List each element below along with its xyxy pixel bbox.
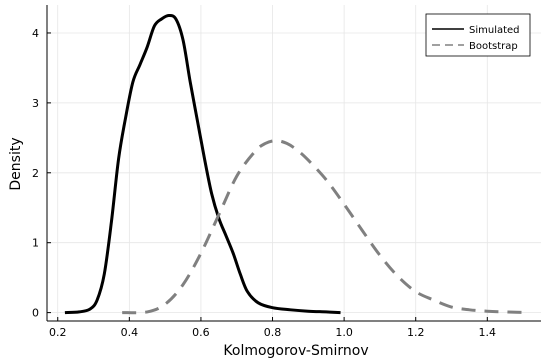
- series-line-bootstrap: [122, 139, 531, 315]
- y-tick-label: 4: [32, 27, 39, 40]
- y-axis-title: Density: [8, 137, 24, 190]
- x-tick-label: 1.0: [335, 326, 353, 339]
- legend: Simulated Bootstrap: [425, 13, 531, 57]
- y-tick-label: 2: [32, 167, 39, 180]
- y-tick-label: 1: [32, 237, 39, 250]
- y-tick-label: 0: [32, 307, 39, 320]
- y-tick-label: 3: [32, 97, 39, 110]
- x-tick-label: 1.2: [407, 326, 425, 339]
- x-tick-label: 0.8: [264, 326, 282, 339]
- x-tick-label: 0.4: [121, 326, 139, 339]
- x-tick-label: 0.6: [192, 326, 210, 339]
- x-tick-label: 0.2: [49, 326, 67, 339]
- x-axis-title: Kolmogorov-Smirnov: [223, 343, 368, 359]
- legend-label-simulated: Simulated: [469, 25, 520, 36]
- x-tick-label: 1.4: [479, 326, 497, 339]
- axes: [46, 5, 541, 322]
- series-lines: [64, 13, 531, 315]
- series-line-simulated: [64, 13, 341, 315]
- legend-label-bootstrap: Bootstrap: [469, 41, 518, 52]
- legend-box: [425, 13, 531, 57]
- tick-labels: 0.2 0.4 0.6 0.8 1.0 1.2 1.4 0 1 2 3 4: [32, 27, 496, 339]
